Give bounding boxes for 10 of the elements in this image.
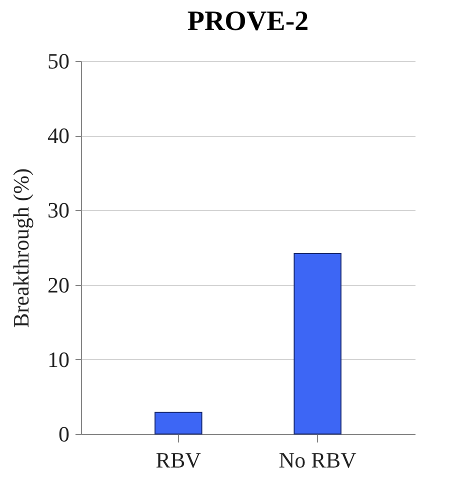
x-tick-label: RBV (156, 448, 202, 472)
y-axis-title: Breakthrough (%) (8, 168, 34, 328)
y-tick-label: 30 (48, 198, 70, 223)
y-tick-label: 50 (48, 48, 70, 74)
y-tick-label: 10 (48, 346, 70, 372)
y-tick-label: 20 (48, 272, 70, 298)
y-tick-label: 40 (48, 123, 70, 148)
x-tick-label: No RBV (278, 448, 357, 472)
chart-title: PROVE-2 (187, 6, 309, 37)
y-tick-label: 0 (58, 422, 70, 446)
